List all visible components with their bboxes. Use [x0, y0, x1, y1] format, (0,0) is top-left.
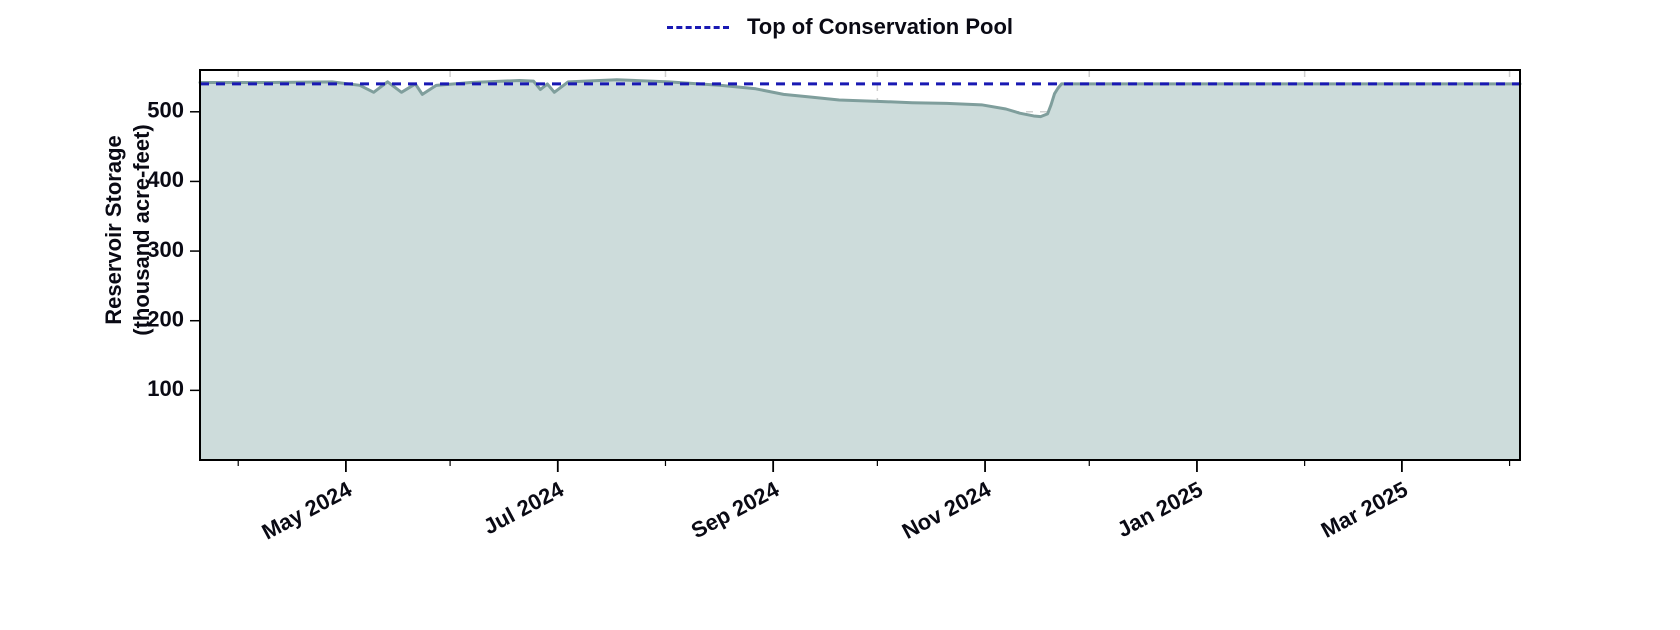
y-axis-label: Reservoir Storage (thousand acre-feet) — [100, 35, 155, 425]
legend-swatch — [667, 26, 729, 29]
chart-svg: 100200300400500May 2024Jul 2024Sep 2024N… — [0, 0, 1680, 630]
x-tick-label: Jul 2024 — [479, 476, 568, 539]
x-tick-label: Mar 2025 — [1317, 476, 1412, 542]
legend-label: Top of Conservation Pool — [747, 14, 1013, 40]
legend: Top of Conservation Pool — [0, 14, 1680, 40]
chart-container: Top of Conservation Pool Reservoir Stora… — [0, 0, 1680, 630]
x-tick-label: Sep 2024 — [687, 476, 784, 543]
x-tick-label: Nov 2024 — [898, 476, 996, 544]
x-tick-label: Jan 2025 — [1113, 476, 1207, 542]
x-tick-label: May 2024 — [258, 476, 357, 544]
